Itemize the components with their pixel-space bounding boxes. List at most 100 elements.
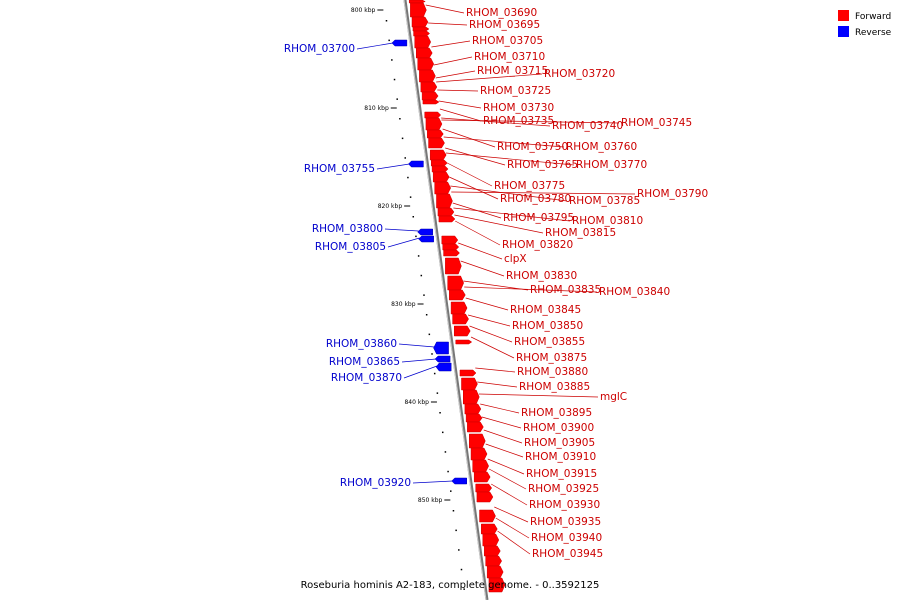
forward-gene-feature [472, 459, 489, 473]
forward-gene-feature [479, 509, 496, 523]
scale-minor-tick [425, 314, 428, 316]
gene-features [391, 0, 506, 593]
reverse-gene-label: RHOM_03755 [304, 163, 375, 175]
scale-tick-label: 810 kbp [364, 105, 389, 112]
forward-gene-leader [443, 136, 565, 148]
forward-gene-label: RHOM_03695 [469, 19, 540, 31]
forward-gene-feature [408, 0, 426, 4]
reverse-gene-feature [391, 39, 408, 47]
reverse-gene-feature [417, 228, 433, 236]
scale-minor-tick [450, 490, 452, 492]
forward-gene-leader [436, 73, 543, 83]
forward-gene-feature [412, 26, 430, 32]
forward-gene-feature [420, 81, 438, 93]
forward-gene-label: RHOM_03780 [500, 193, 571, 205]
scale-minor-tick [391, 59, 393, 61]
reverse-gene-label: RHOM_03800 [312, 223, 383, 235]
forward-gene-label: RHOM_03810 [572, 215, 643, 227]
forward-gene-leader [485, 443, 524, 458]
forward-gene-label: RHOM_03880 [517, 366, 588, 378]
reverse-gene-leader [384, 228, 419, 232]
scale-minor-tick [409, 196, 412, 198]
label-leader-lines [356, 4, 636, 555]
forward-gene-label: RHOM_03760 [566, 141, 637, 153]
forward-gene-feature [447, 275, 464, 291]
forward-gene-feature [413, 30, 430, 37]
forward-gene-label: RHOM_03900 [523, 422, 594, 434]
forward-gene-leader [454, 214, 544, 234]
forward-gene-feature [414, 35, 432, 49]
forward-gene-label: RHOM_03815 [545, 227, 616, 239]
forward-gene-feature [452, 313, 469, 325]
scale-minor-tick [385, 20, 388, 22]
scale-minor-tick [401, 137, 404, 140]
scale-minor-tick [428, 333, 431, 336]
forward-gene-feature [464, 403, 482, 415]
forward-gene-leader [480, 403, 520, 414]
forward-gene-label: RHOM_03850 [512, 320, 583, 332]
legend-forward-label: Forward [855, 12, 891, 22]
forward-gene-leader [435, 70, 476, 79]
genome-caption: Roseburia hominis A2-183, complete genom… [301, 580, 600, 591]
forward-gene-label: RHOM_03725 [480, 85, 551, 97]
forward-gene-leader [428, 22, 468, 26]
reverse-gene-label: RHOM_03865 [329, 356, 400, 368]
scale-ticks: 800 kbp 810 kbp 820 kbp 830 kbp 840 kbp 850 k… [351, 7, 465, 590]
scale-minor-tick [455, 529, 457, 532]
scale-minor-tick [439, 412, 441, 414]
scale-minor-tick [415, 235, 417, 238]
reverse-gene-feature [451, 477, 467, 485]
forward-gene-label: RHOM_03750 [497, 141, 568, 153]
legend: Forward Reverse [838, 10, 892, 38]
forward-gene-leader [469, 325, 513, 343]
forward-gene-leader [475, 367, 516, 373]
scale-minor-tick [436, 392, 439, 394]
forward-gene-feature [481, 523, 498, 535]
forward-gene-feature [442, 243, 460, 251]
forward-gene-leader [495, 517, 530, 539]
forward-gene-leader [445, 147, 506, 166]
forward-gene-feature [417, 57, 435, 71]
forward-gene-label: RHOM_03930 [529, 499, 600, 511]
reverse-gene-feature [418, 235, 434, 243]
forward-gene-leader [478, 393, 599, 398]
forward-gene-leader [447, 162, 493, 187]
scale-minor-tick [396, 98, 398, 100]
forward-gene-label: RHOM_03915 [526, 468, 597, 480]
forward-gene-label: RHOM_03935 [530, 516, 601, 528]
forward-gene-leader [433, 56, 473, 66]
forward-gene-label: RHOM_03830 [506, 270, 577, 282]
forward-gene-leader [464, 286, 598, 293]
reverse-gene-leader [398, 343, 435, 348]
forward-gene-label: RHOM_03770 [576, 159, 647, 171]
scale-minor-tick [420, 274, 423, 277]
reverse-gene-leader [401, 358, 437, 363]
forward-gene-label: RHOM_03875 [516, 352, 587, 364]
forward-gene-label: RHOM_03690 [466, 7, 537, 19]
forward-gene-leader [425, 4, 465, 14]
scale-minor-tick [444, 451, 447, 453]
forward-gene-feature [453, 325, 471, 337]
forward-gene-feature [427, 129, 444, 139]
forward-gene-feature [465, 413, 483, 423]
forward-gene-leader [487, 458, 525, 475]
legend-reverse-swatch [838, 26, 849, 37]
forward-gene-label: RHOM_03710 [474, 51, 545, 63]
forward-gene-leader [453, 207, 571, 222]
forward-gene-label: RHOM_03715 [477, 65, 548, 77]
forward-gene-feature [424, 111, 442, 119]
forward-gene-feature [485, 555, 502, 567]
genome-backbone [403, 0, 489, 600]
forward-gene-label: RHOM_03765 [507, 159, 578, 171]
forward-gene-leader [488, 468, 527, 490]
reverse-gene-leader [356, 42, 393, 50]
scale-minor-tick [460, 568, 463, 571]
scale-minor-tick [417, 255, 420, 257]
forward-gene-label: RHOM_03785 [569, 195, 640, 207]
forward-gene-label: RHOM_03775 [494, 180, 565, 192]
forward-gene-leader [463, 280, 529, 291]
forward-gene-feature [436, 193, 453, 209]
forward-gene-leader [494, 506, 529, 523]
forward-gene-leader [460, 260, 505, 277]
